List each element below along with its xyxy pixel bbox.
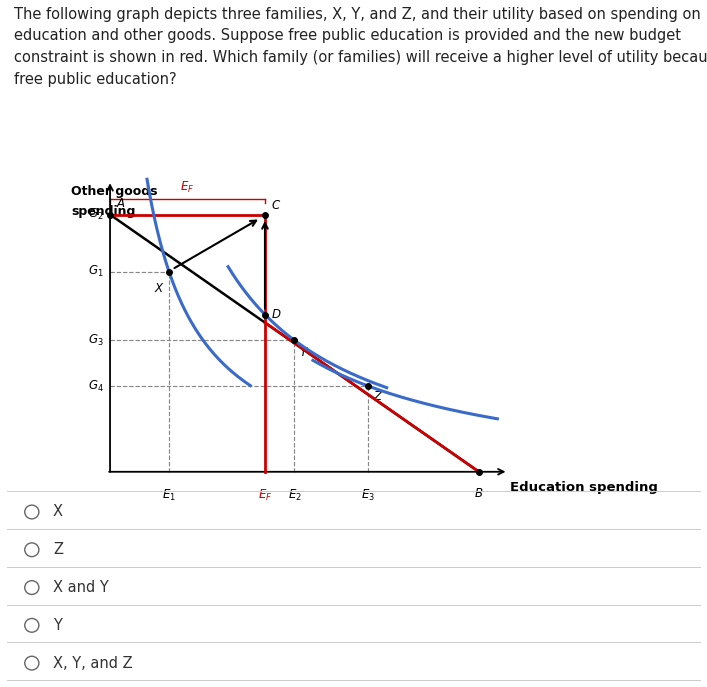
- Text: spending: spending: [71, 205, 136, 218]
- Text: $C$: $C$: [271, 199, 281, 212]
- Text: $G_4$: $G_4$: [88, 379, 103, 394]
- Text: Education spending: Education spending: [510, 481, 658, 494]
- Text: $G_3$: $G_3$: [88, 333, 103, 348]
- Text: $G_2$: $G_2$: [88, 207, 103, 222]
- Text: Z: Z: [53, 542, 63, 557]
- Text: $E_1$: $E_1$: [162, 488, 176, 503]
- Text: $D$: $D$: [271, 308, 281, 321]
- Text: $Y$: $Y$: [299, 346, 309, 359]
- Text: $B$: $B$: [474, 488, 484, 501]
- Text: $X$: $X$: [154, 282, 165, 295]
- Text: $E_3$: $E_3$: [361, 488, 375, 503]
- Text: Y: Y: [53, 618, 62, 633]
- Text: $G_1$: $G_1$: [88, 264, 103, 280]
- Text: The following graph depicts three families, X, Y, and Z, and their utility based: The following graph depicts three famili…: [14, 7, 707, 87]
- Text: $E_F$: $E_F$: [180, 181, 194, 196]
- Text: X, Y, and Z: X, Y, and Z: [53, 655, 133, 671]
- Text: $E_2$: $E_2$: [288, 488, 301, 503]
- Text: $E_F$: $E_F$: [258, 488, 272, 503]
- Text: $Z$: $Z$: [373, 390, 383, 403]
- Text: X: X: [53, 504, 63, 519]
- Text: Other goods: Other goods: [71, 185, 158, 198]
- Text: X and Y: X and Y: [53, 580, 109, 595]
- Text: $A$: $A$: [115, 197, 125, 210]
